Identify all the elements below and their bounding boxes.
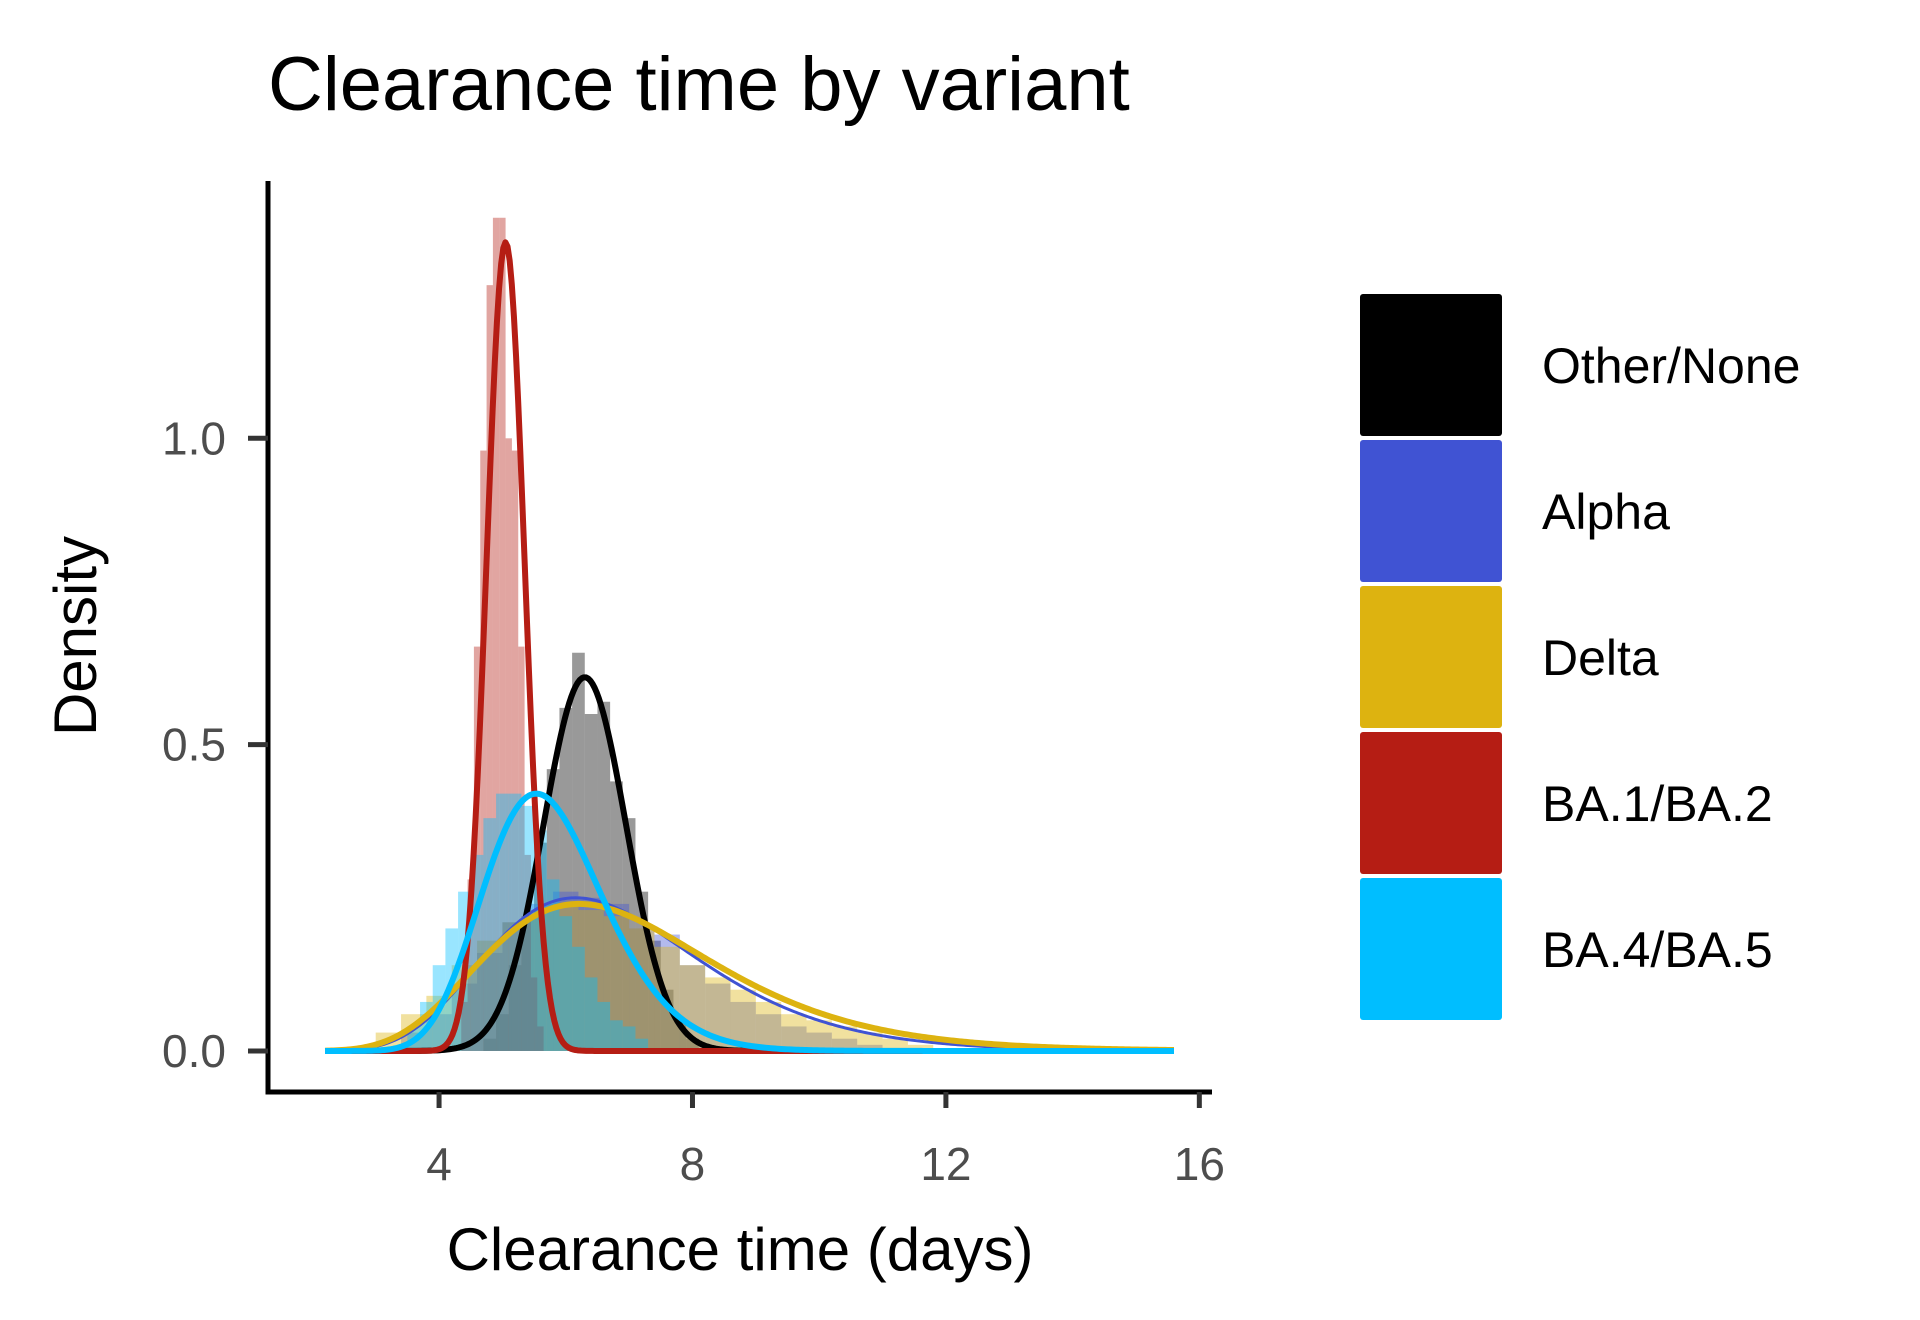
histogram-bar: [597, 1001, 611, 1051]
histogram-bar: [473, 646, 481, 1051]
histogram-bar: [622, 1026, 636, 1051]
histogram-bar: [480, 450, 487, 1051]
histogram-bar: [461, 1001, 468, 1051]
histogram-bar: [496, 1014, 509, 1051]
y-tick-label: 0.0: [162, 1025, 226, 1077]
histogram-bar: [635, 1038, 649, 1051]
histogram-bar: [597, 701, 611, 1051]
histogram-bar: [578, 910, 604, 1051]
legend-label-ba-1-ba-2: BA.1/BA.2: [1542, 776, 1773, 832]
density-curve-ba-4-ba-5: [324, 790, 1175, 1054]
histogram-bar: [524, 854, 531, 1051]
histogram-bar: [572, 946, 585, 1051]
histogram-bar: [907, 1044, 934, 1051]
legend-key-alpha: [1360, 440, 1502, 582]
histogram-bar: [578, 897, 604, 1051]
legend-key-other-none: [1360, 294, 1502, 436]
histogram-bar: [584, 713, 598, 1051]
legend-key-ba-1-ba-2: [1360, 732, 1502, 874]
histogram-bar: [530, 977, 538, 1051]
legend-label-ba-4-ba-5: BA.4/BA.5: [1542, 922, 1773, 978]
histogram-bar: [521, 805, 535, 1051]
x-tick-label: 4: [426, 1138, 452, 1190]
legend: Other/None Alpha Delta BA.1/BA.2 BA.4/BA.5: [1360, 294, 1800, 1020]
histogram-bar: [806, 1032, 832, 1051]
histogram-alpha: [401, 891, 883, 1051]
y-axis-label: Density: [42, 536, 109, 736]
x-tick-label: 16: [1174, 1138, 1225, 1190]
histogram-bar: [857, 1032, 883, 1051]
histogram-bar: [505, 438, 512, 1051]
y-axis-ticks: 0.0 0.5 1.0: [162, 412, 268, 1077]
histogram-bar: [559, 916, 573, 1051]
histogram-bar: [755, 1001, 782, 1051]
histogram-ba-1-ba-2: [461, 217, 544, 1051]
histogram-bar: [610, 1020, 623, 1051]
histogram-other-none: [483, 652, 699, 1051]
histogram-bar: [511, 450, 519, 1051]
x-axis-label: Clearance time (days): [447, 1216, 1034, 1283]
histogram-bar: [492, 217, 500, 1051]
y-tick-label: 0.5: [162, 719, 226, 771]
histogram-bar: [518, 646, 525, 1051]
y-tick-label: 1.0: [162, 412, 226, 464]
histogram-bar: [537, 1026, 544, 1051]
legend-key-ba-4-ba-5: [1360, 878, 1502, 1020]
histogram-bar: [521, 916, 535, 1051]
x-axis-ticks: 4 8 12 16: [426, 1092, 1225, 1190]
histogram-bar: [559, 707, 573, 1051]
x-tick-label: 12: [920, 1138, 971, 1190]
density-curves: [324, 239, 1175, 1054]
histogram-bar: [508, 965, 522, 1051]
histogram-bar: [622, 818, 636, 1051]
histogram-bar: [483, 1038, 497, 1051]
chart-title: Clearance time by variant: [268, 42, 1130, 127]
histogram-bar: [508, 793, 522, 1051]
histogram-bar: [467, 879, 474, 1051]
histogram-bar: [584, 977, 598, 1051]
legend-label-other-none: Other/None: [1542, 338, 1800, 394]
histogram-bar: [882, 1038, 908, 1051]
histogram-bar: [610, 781, 623, 1051]
histogram-bar: [806, 1020, 832, 1051]
legend-label-delta: Delta: [1542, 630, 1659, 686]
legend-key-delta: [1360, 586, 1502, 728]
histogram-bar: [499, 217, 506, 1051]
histogram-bar: [486, 285, 493, 1051]
x-tick-label: 8: [680, 1138, 706, 1190]
legend-label-alpha: Alpha: [1542, 484, 1670, 540]
histogram-bar: [781, 1014, 807, 1051]
